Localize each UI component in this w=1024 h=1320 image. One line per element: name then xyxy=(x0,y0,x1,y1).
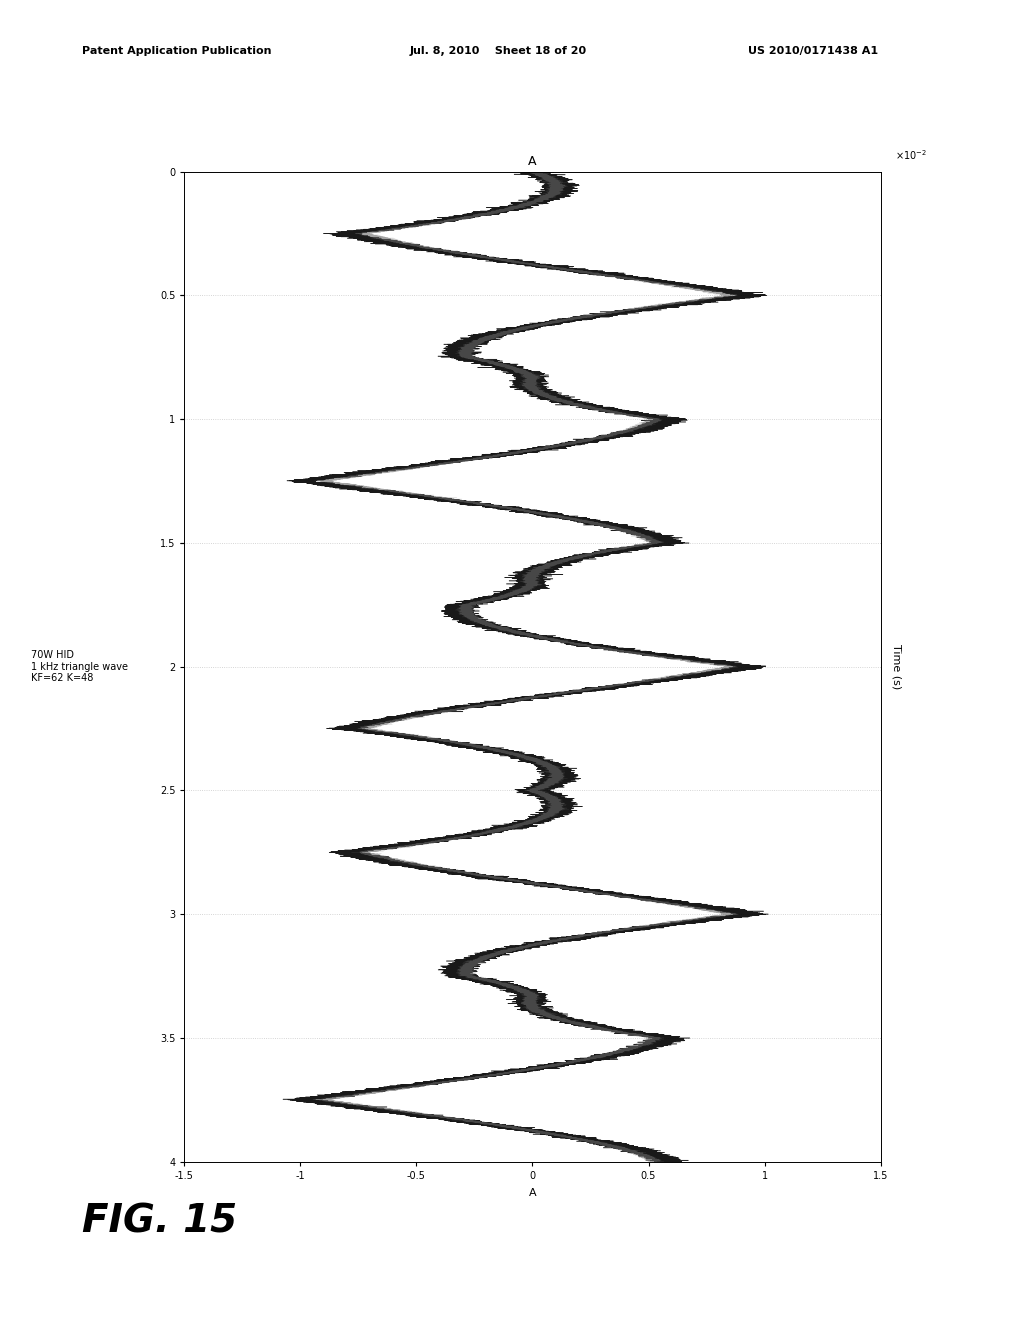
Title: A: A xyxy=(528,154,537,168)
Text: $\times10^{-2}$: $\times10^{-2}$ xyxy=(895,148,927,161)
Text: Patent Application Publication: Patent Application Publication xyxy=(82,46,271,57)
Text: 70W HID
1 kHz triangle wave
KF=62 K=48: 70W HID 1 kHz triangle wave KF=62 K=48 xyxy=(31,649,128,684)
X-axis label: A: A xyxy=(528,1188,537,1197)
Text: Jul. 8, 2010    Sheet 18 of 20: Jul. 8, 2010 Sheet 18 of 20 xyxy=(410,46,587,57)
Text: FIG. 15: FIG. 15 xyxy=(82,1203,237,1241)
Text: US 2010/0171438 A1: US 2010/0171438 A1 xyxy=(748,46,878,57)
Y-axis label: Time (s): Time (s) xyxy=(892,644,901,689)
